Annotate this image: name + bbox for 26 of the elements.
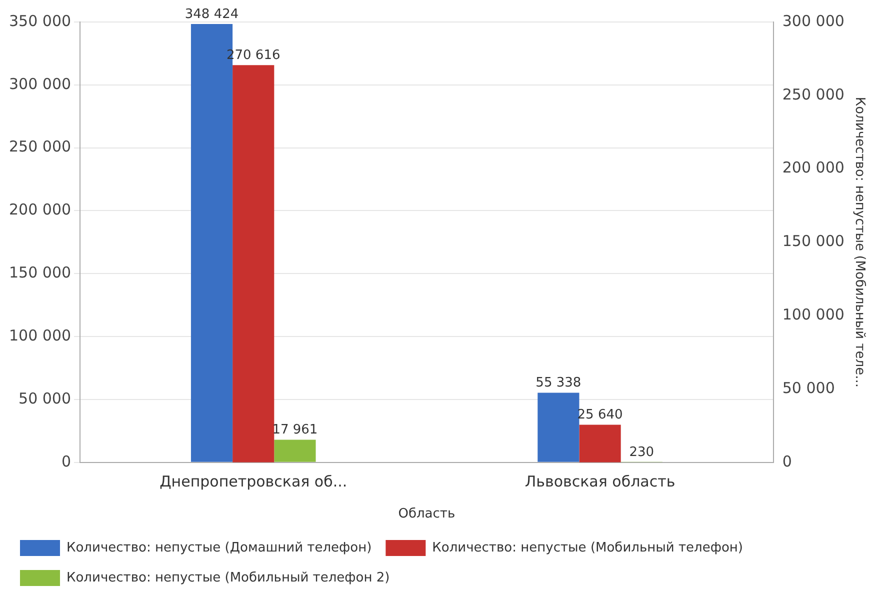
legend-label: Количество: непустые (Мобильный телефон 2) xyxy=(66,570,390,586)
y-tick-label: 50 000 xyxy=(18,389,72,408)
y-tick-label: 0 xyxy=(61,452,72,470)
y2-tick-label: 0 xyxy=(782,452,792,470)
legend-label: Количество: непустые (Мобильный телефон) xyxy=(432,540,743,556)
y-tick-label: 300 000 xyxy=(9,74,72,93)
data-label: 230 xyxy=(629,444,654,460)
y2-tick-label: 250 000 xyxy=(782,85,844,104)
y-tick-label: 250 000 xyxy=(9,138,72,156)
legend-label: Количество: непустые (Домашний телефон) xyxy=(66,540,372,556)
x-tick-label: Львовская область xyxy=(524,472,676,490)
y-tick-label: 350 000 xyxy=(9,12,72,30)
y-tick-label: 100 000 xyxy=(9,326,72,344)
data-label: 348 424 xyxy=(184,6,239,22)
y2-tick-label: 300 000 xyxy=(782,12,844,30)
y2-tick-label: 50 000 xyxy=(782,378,835,397)
y-tick-label: 150 000 xyxy=(9,264,72,282)
y2-tick-label: 100 000 xyxy=(782,305,844,324)
y-tick-label: 200 000 xyxy=(9,200,72,219)
y2-axis-title: Количество: непустые (Мобильный теле... xyxy=(852,96,867,388)
x-tick-label: Днепропетровская об... xyxy=(160,472,348,490)
y2-tick-label: 150 000 xyxy=(782,232,844,250)
data-label: 55 338 xyxy=(536,376,582,391)
bar xyxy=(274,440,316,462)
x-axis-title: Область xyxy=(398,506,456,522)
y2-tick-label: 200 000 xyxy=(782,158,844,177)
